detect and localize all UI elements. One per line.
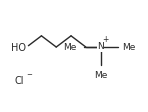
Text: N: N — [97, 42, 104, 51]
Text: Me: Me — [94, 71, 107, 80]
Text: +: + — [102, 35, 109, 44]
Text: −: − — [26, 72, 32, 78]
Text: Me: Me — [64, 43, 77, 52]
Text: Me: Me — [122, 43, 135, 52]
Text: HO: HO — [11, 43, 26, 53]
Text: Cl: Cl — [15, 76, 24, 86]
